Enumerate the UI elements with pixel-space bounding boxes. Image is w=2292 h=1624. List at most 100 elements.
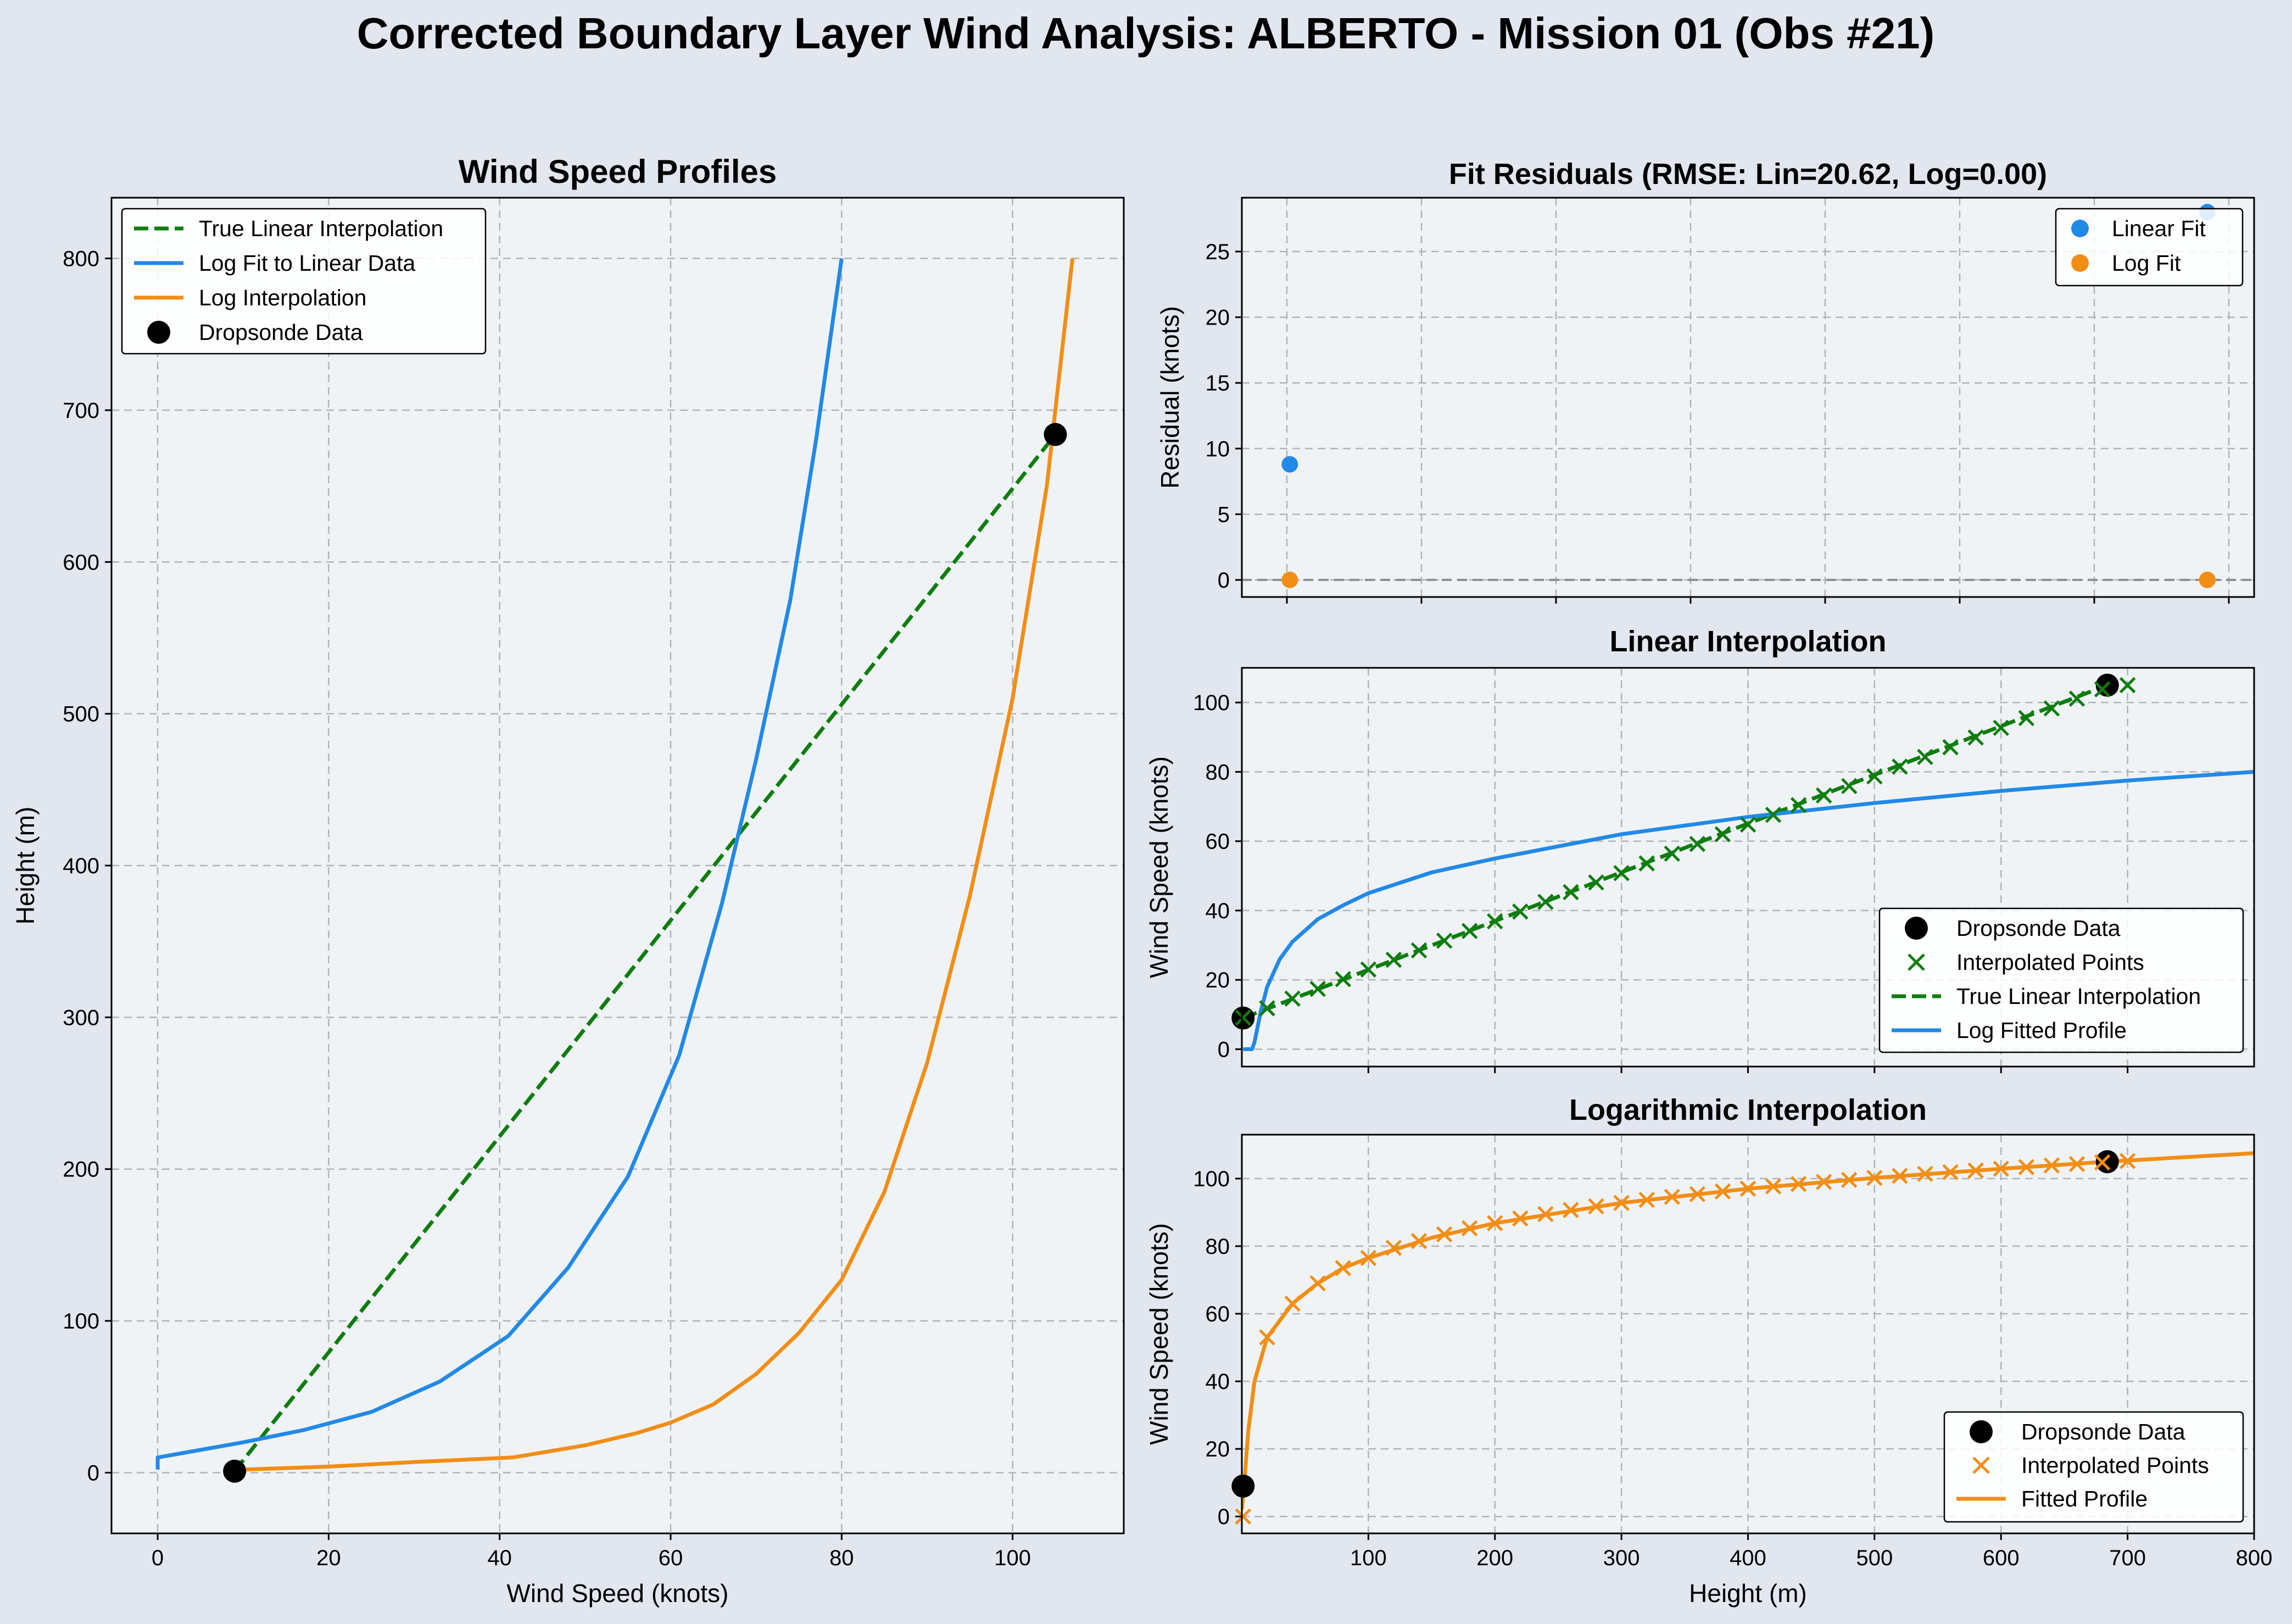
y-tick-label: 0	[87, 1461, 99, 1485]
interpolated-point	[1461, 923, 1478, 939]
data-point	[1044, 423, 1067, 447]
legend-marker-key	[2071, 220, 2089, 237]
legend-x-key	[1972, 1456, 1990, 1474]
residual-point	[2199, 571, 2216, 588]
interpolated-point	[1436, 1226, 1453, 1243]
interpolated-point	[1739, 1180, 1756, 1197]
y-tick-label: 5	[1218, 503, 1230, 527]
interpolated-point	[1486, 1215, 1503, 1231]
interpolated-point	[1537, 1206, 1554, 1223]
marker-layer	[1231, 1150, 2136, 1525]
y-tick-label: 300	[63, 1006, 99, 1030]
interpolated-point	[1235, 1009, 1252, 1026]
chart-linear: 0 20 40 60 80 100 Linear Interpolation Wind Spe…	[1145, 625, 2255, 1073]
series-line-log-fitted-profile	[1243, 769, 2254, 1051]
interpolated-point	[2119, 1153, 2136, 1169]
axes-frame	[1241, 197, 2255, 598]
y-tick-label: 800	[63, 247, 99, 271]
legend-label: Dropsonde Data	[199, 320, 363, 345]
interpolated-point	[1512, 1210, 1529, 1227]
series-line-true-linear-interpolation	[233, 433, 1057, 1472]
interpolated-point	[1235, 1508, 1252, 1525]
interpolated-point	[1942, 1164, 1959, 1181]
legend-marker-key	[1970, 1420, 1993, 1443]
axes-frame	[1241, 667, 2255, 1068]
legend-label: Interpolated Points	[2021, 1453, 2209, 1478]
interpolated-point	[1537, 894, 1554, 910]
legend-marker-key	[147, 321, 170, 344]
x-tick-label: 100	[1350, 1546, 1387, 1570]
figure-title: Corrected Boundary Layer Wind Analysis: …	[357, 9, 1935, 58]
series-line-true-linear-interpolation	[1242, 683, 2109, 1020]
interpolated-point	[2018, 710, 2035, 727]
x-tick-label: 80	[829, 1546, 854, 1570]
y-tick-label: 15	[1206, 371, 1230, 395]
y-tick-label: 40	[1206, 1370, 1230, 1394]
y-tick-label: 100	[1193, 1167, 1230, 1191]
y-tick-label: 20	[1206, 306, 1230, 330]
interpolated-point	[2068, 1156, 2085, 1173]
y-tick-label: 60	[1206, 1302, 1230, 1326]
y-tick-label: 0	[1218, 568, 1230, 593]
y-tick-label: 100	[1193, 691, 1230, 715]
interpolated-point	[1815, 787, 1832, 804]
legend-marker-key	[1905, 917, 1928, 940]
y-tick-label: 60	[1206, 830, 1230, 854]
data-point	[2095, 1150, 2119, 1174]
interpolated-point	[2043, 700, 2060, 717]
interpolated-point	[1588, 874, 1604, 891]
interpolated-point	[2068, 690, 2085, 707]
interpolated-point	[2094, 681, 2111, 697]
legend-x-key	[1908, 953, 1925, 971]
x-tick-label: 300	[1603, 1546, 1640, 1570]
plot-layer	[155, 258, 1075, 1472]
legend: Dropsonde Data Interpolated Points Fitted …	[1943, 1411, 2244, 1523]
y-tick-label: 10	[1206, 437, 1230, 461]
x-tick-label: 500	[1856, 1546, 1893, 1570]
y-tick-label: 400	[63, 854, 99, 878]
interpolated-point	[1892, 758, 1908, 775]
interpolated-point	[1309, 980, 1326, 997]
legend-label: Dropsonde Data	[2021, 1419, 2185, 1444]
interpolated-point	[1866, 768, 1883, 785]
x-tick-label: 400	[1730, 1546, 1766, 1570]
chart-panels: 0 20 40 60 80 1000100200300400500600700800Win…	[11, 153, 2272, 1608]
y-tick-label: 40	[1206, 899, 1230, 923]
legend-box	[1878, 907, 2244, 1053]
interpolated-point	[1917, 749, 1933, 766]
legend-label: Log Fit to Linear Data	[199, 250, 415, 276]
interpolated-point	[1815, 1174, 1832, 1190]
axes-frame	[110, 197, 1125, 1534]
data-point	[223, 1459, 247, 1483]
interpolated-point	[1410, 1233, 1427, 1249]
legend-label: True Linear Interpolation	[199, 216, 443, 241]
interpolated-point	[1385, 951, 1402, 968]
y-axis-label: Wind Speed (knots)	[1145, 1223, 1173, 1445]
legend-label: Interpolated Points	[1956, 950, 2144, 975]
chart-residuals: 0 5 10 15 20 25 Fit Residuals (RMSE: Lin=20.62…	[1156, 158, 2255, 604]
interpolated-point	[1588, 1198, 1604, 1215]
panel-title: Linear Interpolation	[1609, 625, 1886, 658]
interpolated-point	[1335, 1260, 1352, 1276]
interpolated-point	[1436, 933, 1453, 949]
interpolated-point	[1993, 719, 2010, 736]
x-tick-label: 800	[2236, 1546, 2273, 1570]
interpolated-point	[2018, 1159, 2035, 1175]
x-tick-label: 700	[2109, 1546, 2146, 1570]
interpolated-point	[1942, 739, 1959, 756]
gridlines	[1242, 198, 2254, 597]
gridlines	[111, 198, 1124, 1533]
legend: Dropsonde Data Interpolated Points True Li…	[1878, 907, 2244, 1053]
x-tick-label: 40	[487, 1546, 512, 1570]
axes-frame	[1241, 1134, 2255, 1534]
panel-title: Fit Residuals (RMSE: Lin=20.62, Log=0.00…	[1449, 158, 2047, 191]
interpolated-point	[1360, 961, 1377, 978]
interpolated-point	[1563, 1202, 1579, 1218]
y-tick-label: 80	[1206, 1235, 1230, 1259]
plot-layer	[1242, 683, 2254, 1051]
y-axis-label: Wind Speed (knots)	[1145, 756, 1173, 978]
legend-label: Fitted Profile	[2021, 1486, 2148, 1511]
y-tick-label: 0	[1218, 1037, 1230, 1062]
marker-layer	[1231, 673, 2136, 1030]
y-axis-label: Residual (knots)	[1156, 306, 1184, 488]
